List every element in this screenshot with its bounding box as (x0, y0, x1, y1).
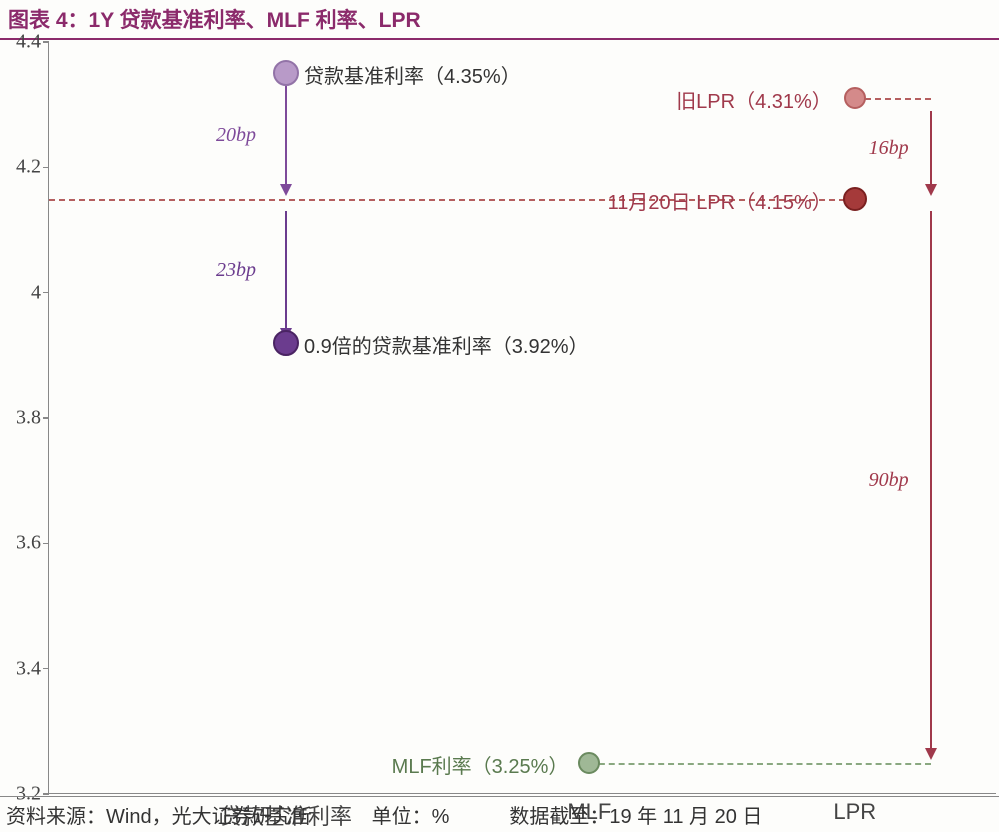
data-point-label-mlf: MLF利率（3.25%） (392, 750, 569, 779)
bp-annotation: 20bp (216, 124, 256, 147)
y-tick-label: 4.4 (16, 31, 41, 54)
y-tick-mark (43, 41, 49, 43)
dashed-reference-line (589, 763, 930, 765)
chart-container: 图表 4：1Y 贷款基准利率、MLF 利率、LPR 3.23.43.63.844… (0, 0, 999, 832)
y-tick-label: 4 (31, 281, 41, 304)
y-tick-mark (43, 543, 49, 545)
arrow-line (930, 111, 932, 186)
arrow-line (930, 211, 932, 750)
data-point-benchmark (273, 60, 299, 86)
plot-area: 3.23.43.63.844.24.4贷款基准利率MLFLPR20bp23bp1… (48, 42, 996, 794)
footer-unit: 单位：% (372, 800, 450, 829)
bp-annotation: 16bp (869, 137, 909, 160)
data-point-label-newlpr: 11月20日 LPR（4.15%） (608, 186, 832, 215)
data-point-newlpr (843, 187, 867, 211)
arrow-head-icon (925, 748, 937, 760)
chart-title: 图表 4：1Y 贷款基准利率、MLF 利率、LPR (8, 4, 421, 34)
data-point-label-benchmark: 贷款基准利率（4.35%） (304, 60, 521, 89)
data-point-benchmark09 (273, 330, 299, 356)
chart-footer: 资料来源：Wind，光大证券研究所 单位：% 数据截至：19 年 11 月 20… (0, 796, 999, 832)
footer-date: 数据截至：19 年 11 月 20 日 (509, 800, 762, 829)
y-tick-mark (43, 793, 49, 795)
y-tick-mark (43, 417, 49, 419)
bp-annotation: 23bp (216, 259, 256, 282)
bp-annotation: 90bp (869, 469, 909, 492)
arrow-line (285, 86, 287, 186)
y-tick-mark (43, 668, 49, 670)
y-tick-mark (43, 167, 49, 169)
y-tick-label: 3.4 (16, 657, 41, 680)
y-tick-label: 3.8 (16, 407, 41, 430)
arrow-line (285, 211, 287, 330)
data-point-label-oldlpr: 旧LPR（4.31%） (676, 85, 832, 114)
y-tick-label: 3.6 (16, 532, 41, 555)
arrow-head-icon (925, 184, 937, 196)
footer-source: 资料来源：Wind，光大证券研究所 (6, 800, 312, 829)
y-tick-label: 4.2 (16, 156, 41, 179)
data-point-label-benchmark09: 0.9倍的贷款基准利率（3.92%） (304, 330, 589, 359)
chart-title-bar: 图表 4：1Y 贷款基准利率、MLF 利率、LPR (0, 0, 999, 40)
data-point-mlf (578, 752, 600, 774)
arrow-head-icon (280, 184, 292, 196)
y-tick-mark (43, 292, 49, 294)
data-point-oldlpr (844, 87, 866, 109)
dashed-reference-line (855, 98, 931, 100)
